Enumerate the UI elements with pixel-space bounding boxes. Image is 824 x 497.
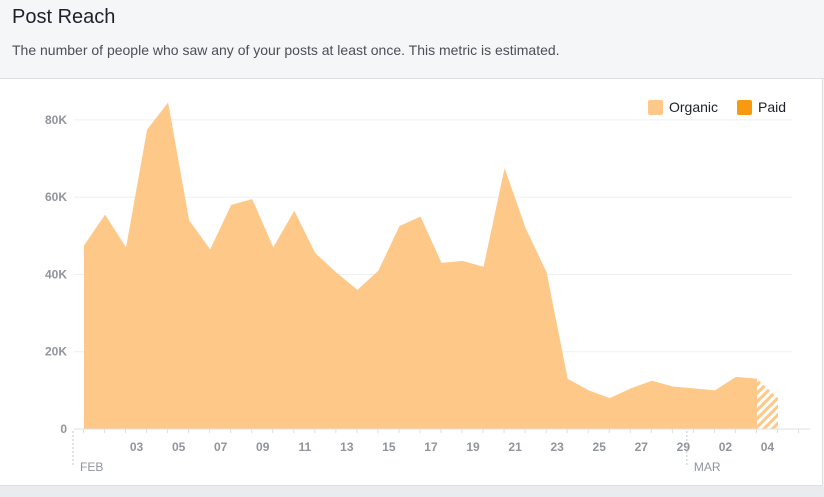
footer-bar (0, 486, 824, 497)
x-tick-label: 21 (508, 440, 522, 454)
legend-swatch (648, 100, 663, 115)
y-tick-label: 0 (60, 422, 67, 436)
x-tick-label: 25 (593, 440, 607, 454)
header: Post Reach The number of people who saw … (0, 0, 824, 79)
x-tick-label: 07 (214, 440, 228, 454)
month-label: FEB (80, 460, 103, 474)
x-tick-label: 15 (382, 440, 396, 454)
x-tick-label: 03 (130, 440, 144, 454)
x-tick-label: 04 (761, 440, 775, 454)
x-tick-label: 11 (298, 440, 311, 454)
legend-swatch (737, 100, 752, 115)
chart-card: 0 20K 40K 60K 80K 03 05 07 09 11 13 15 17 19 21 23 25 27 2… (0, 79, 823, 486)
x-tick-label: 13 (340, 440, 354, 454)
month-label: MAR (694, 460, 721, 474)
organic-area (84, 102, 757, 429)
y-tick-label: 80K (45, 113, 67, 127)
post-reach-chart: 0 20K 40K 60K 80K 03 05 07 09 11 13 15 17 19 21 23 25 27 2… (45, 99, 810, 474)
x-tick-label: 19 (466, 440, 480, 454)
page-title: Post Reach (12, 6, 116, 28)
legend-label: Paid (758, 99, 786, 115)
y-tick-label: 20K (45, 345, 67, 359)
organic-estimated-area (756, 378, 778, 429)
legend-label: Organic (669, 99, 718, 115)
y-tick-label: 40K (45, 267, 67, 281)
x-tick-label: 17 (424, 440, 438, 454)
x-tick-label: 23 (550, 440, 564, 454)
x-tick-label: 29 (677, 440, 691, 454)
page-subtitle: The number of people who saw any of your… (12, 42, 560, 58)
y-tick-label: 60K (45, 190, 67, 204)
x-tick-label: 05 (172, 440, 186, 454)
x-tick-label: 02 (719, 440, 733, 454)
x-tick-label: 09 (256, 440, 270, 454)
x-tick-label: 27 (635, 440, 649, 454)
